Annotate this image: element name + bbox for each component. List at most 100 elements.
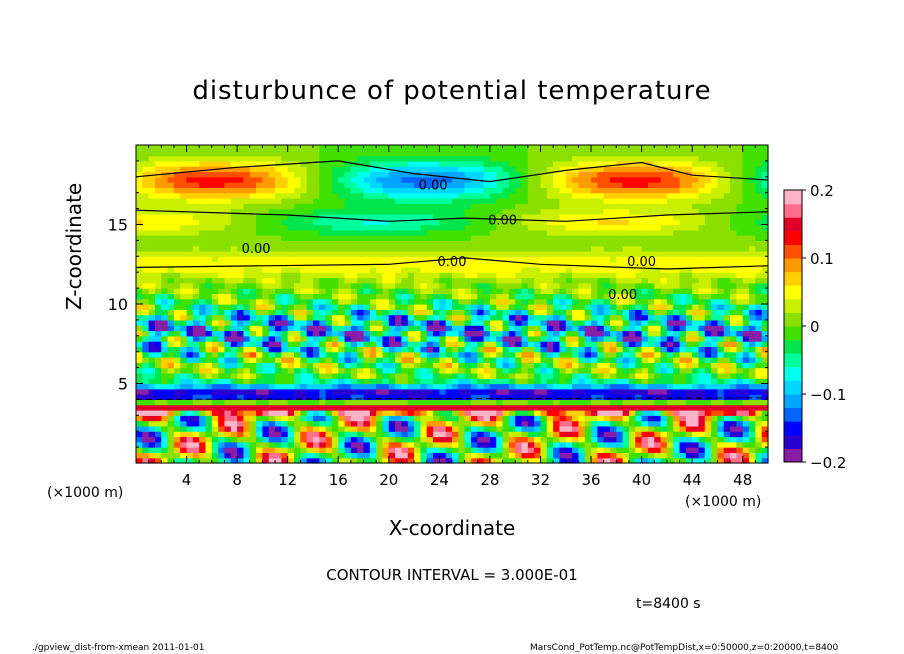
heatmap-cell xyxy=(325,383,333,390)
heatmap-cell xyxy=(256,425,263,432)
heatmap-cell xyxy=(287,457,295,464)
heatmap-cell xyxy=(256,319,263,326)
heatmap-cell xyxy=(464,335,472,342)
heatmap-cell xyxy=(426,388,434,395)
heatmap-cell xyxy=(407,198,415,204)
heatmap-cell xyxy=(192,394,200,400)
heatmap-cell xyxy=(211,145,219,151)
heatmap-cell xyxy=(553,351,561,358)
heatmap-cell xyxy=(635,383,643,390)
heatmap-cell xyxy=(534,203,542,210)
heatmap-cell xyxy=(464,341,472,347)
heatmap-cell xyxy=(262,261,270,268)
heatmap-cell xyxy=(452,415,459,422)
heatmap-cell xyxy=(199,457,207,464)
heatmap-cell xyxy=(319,256,327,263)
heatmap-cell xyxy=(173,224,181,231)
heatmap-cell xyxy=(452,452,459,459)
heatmap-cell xyxy=(148,351,156,358)
heatmap-cell xyxy=(243,425,251,432)
heatmap-cell xyxy=(199,372,207,379)
heatmap-cell xyxy=(641,176,649,183)
heatmap-cell xyxy=(407,219,415,226)
heatmap-cell xyxy=(616,378,624,385)
heatmap-cell xyxy=(534,447,542,453)
heatmap-cell xyxy=(180,309,188,316)
heatmap-cell xyxy=(287,251,295,257)
heatmap-cell xyxy=(433,362,440,369)
heatmap-cell xyxy=(559,208,567,215)
heatmap-cell xyxy=(641,420,649,427)
heatmap-cell xyxy=(439,176,447,183)
heatmap-cell xyxy=(237,367,245,374)
heatmap-cell xyxy=(211,399,219,406)
heatmap-cell xyxy=(338,436,346,443)
heatmap-cell xyxy=(395,298,403,305)
heatmap-cell xyxy=(331,388,339,395)
heatmap-cell xyxy=(489,198,497,204)
heatmap-cell xyxy=(300,404,308,411)
heatmap-cell xyxy=(445,436,453,443)
heatmap-cell xyxy=(376,277,384,284)
heatmap-cell xyxy=(173,436,181,443)
heatmap-cell xyxy=(584,362,592,369)
heatmap-cell xyxy=(584,187,592,194)
heatmap-cell xyxy=(540,420,548,427)
heatmap-cell xyxy=(382,394,390,400)
heatmap-cell xyxy=(281,166,289,173)
heatmap-cell xyxy=(458,325,466,332)
heatmap-cell xyxy=(205,447,213,453)
heatmap-cell xyxy=(142,351,150,358)
heatmap-cell xyxy=(192,245,200,252)
heatmap-cell xyxy=(173,155,181,162)
heatmap-cell xyxy=(180,282,188,289)
heatmap-cell xyxy=(603,235,611,241)
heatmap-cell xyxy=(306,383,314,390)
heatmap-cell xyxy=(344,346,352,353)
heatmap-cell xyxy=(433,145,440,151)
heatmap-cell xyxy=(319,298,327,305)
heatmap-cell xyxy=(186,431,194,438)
heatmap-cell xyxy=(275,203,282,210)
heatmap-cell xyxy=(199,314,207,321)
heatmap-cell xyxy=(268,203,276,210)
heatmap-cell xyxy=(496,404,504,411)
heatmap-cell xyxy=(281,346,289,353)
heatmap-cell xyxy=(496,219,504,226)
heatmap-cell xyxy=(420,362,428,369)
heatmap-cell xyxy=(540,277,548,284)
heatmap-cell xyxy=(357,182,365,188)
heatmap-cell xyxy=(382,404,390,411)
heatmap-cell xyxy=(294,166,301,173)
heatmap-cell xyxy=(312,298,320,305)
heatmap-cell xyxy=(287,171,295,178)
heatmap-cell xyxy=(154,176,162,183)
heatmap-cell xyxy=(199,304,207,310)
heatmap-cell xyxy=(376,219,384,226)
heatmap-cell xyxy=(211,155,219,162)
heatmap-cell xyxy=(565,335,573,342)
heatmap-cell xyxy=(199,319,207,326)
heatmap-cell xyxy=(654,362,662,369)
heatmap-cell xyxy=(300,372,308,379)
heatmap-cell xyxy=(635,176,643,183)
heatmap-cell xyxy=(433,309,440,316)
heatmap-cell xyxy=(647,288,655,294)
heatmap-cell xyxy=(483,261,491,268)
heatmap-cell xyxy=(338,192,346,199)
heatmap-cell xyxy=(350,341,358,347)
heatmap-cell xyxy=(243,341,251,347)
heatmap-cell xyxy=(218,251,226,257)
heatmap-cell xyxy=(224,192,232,199)
heatmap-cell xyxy=(616,282,624,289)
heatmap-cell xyxy=(325,425,333,432)
heatmap-cell xyxy=(211,224,219,231)
heatmap-cell xyxy=(622,319,630,326)
heatmap-cell xyxy=(502,224,510,231)
heatmap-cell xyxy=(388,245,396,252)
heatmap-cell xyxy=(414,452,421,459)
heatmap-cell xyxy=(534,150,542,157)
heatmap-cell xyxy=(300,187,308,194)
heatmap-cell xyxy=(287,187,295,194)
heatmap-cell xyxy=(407,166,415,173)
